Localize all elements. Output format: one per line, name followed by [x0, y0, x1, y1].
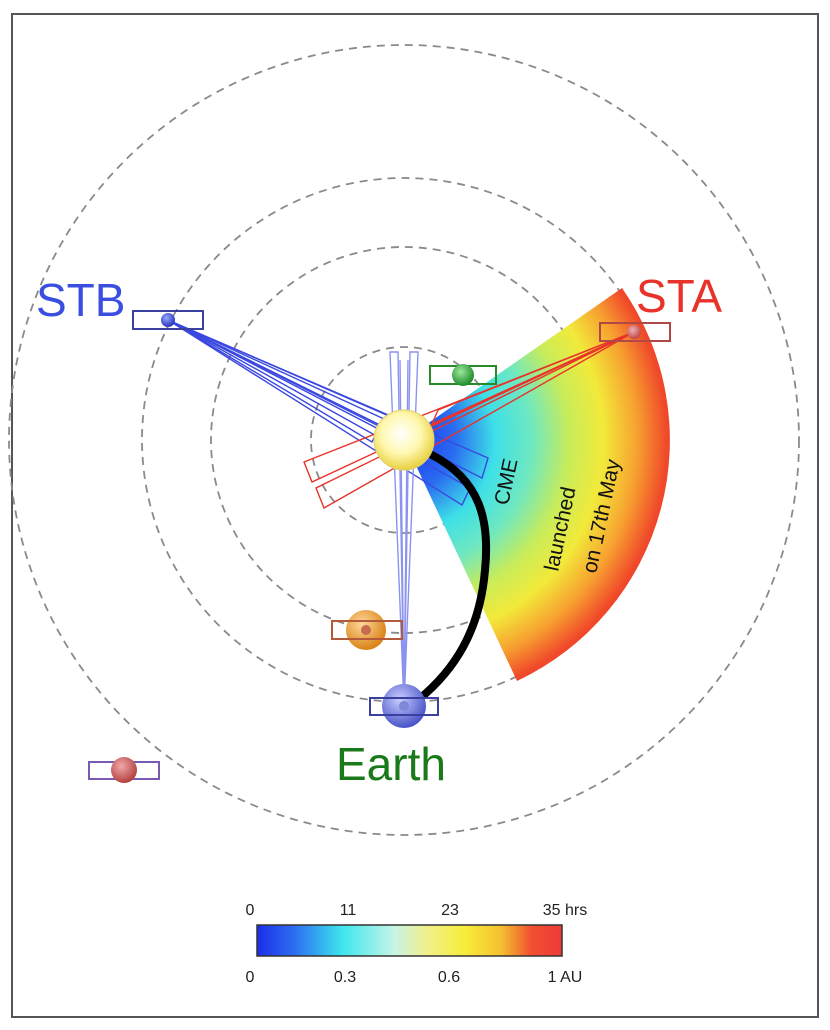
colorbar-bottom-tick: 0.3: [334, 969, 356, 986]
earth-planet-icon: [369, 684, 439, 728]
sta-label: STA: [636, 270, 722, 322]
red-planet-spacecraft-icon: [88, 757, 160, 783]
sta-fov: [303, 331, 635, 510]
colorbar-gradient: [256, 924, 563, 957]
stb-label: STB: [36, 274, 125, 326]
earth-fov: [389, 351, 419, 707]
diagram-frame: [11, 13, 819, 1018]
colorbar-top-tick: 11: [340, 902, 357, 919]
earth-label: Earth: [336, 738, 446, 790]
sun-icon: [373, 409, 435, 471]
colorbar: 0 11 23 35 hrs 0 0.3 0.6 1 AU: [246, 902, 588, 986]
colorbar-top-tick: 23: [441, 902, 459, 919]
colorbar-bottom-tick: 0.6: [438, 969, 460, 986]
orange-planet-spacecraft-icon: [331, 610, 403, 650]
colorbar-top-tick: 35 hrs: [543, 902, 587, 919]
cme-fan: [404, 288, 670, 681]
cme-track: [414, 451, 491, 704]
stb-spacecraft-icon: [132, 310, 204, 330]
colorbar-bottom-tick: 1 AU: [548, 969, 583, 986]
sta-spacecraft-icon: [599, 322, 671, 342]
colorbar-top-tick: 0: [246, 902, 255, 919]
orbit-mars: [8, 44, 800, 836]
colorbar-bottom-tick: 0: [246, 969, 255, 986]
green-planet-spacecraft-icon: [429, 364, 497, 386]
